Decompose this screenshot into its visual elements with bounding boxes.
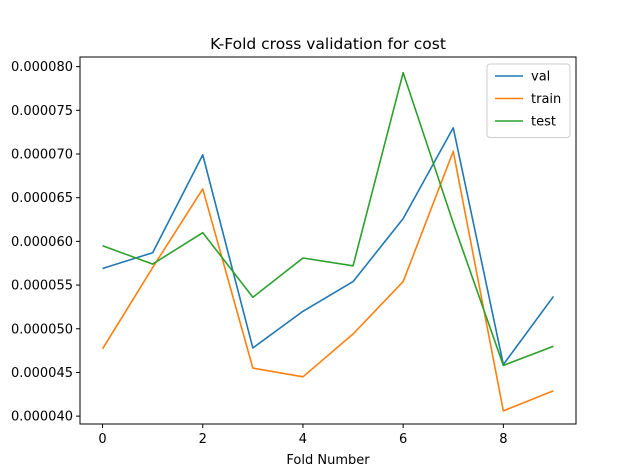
x-axis-label: Fold Number	[286, 453, 370, 468]
legend-label-test: test	[531, 115, 556, 130]
y-tick-label: 0.000045	[11, 366, 73, 381]
series-layer	[101, 71, 555, 412]
series-line-test	[102, 71, 554, 367]
y-tick-label: 0.000070	[11, 147, 73, 162]
series-line-train	[101, 150, 554, 412]
y-tick-label: 0.000065	[11, 191, 73, 206]
x-tick-label: 6	[399, 432, 407, 447]
series-line-val	[102, 126, 555, 366]
legend-label-val: val	[531, 70, 550, 85]
chart-title: K-Fold cross validation for cost	[210, 35, 446, 53]
x-axis: 0 2 4 6 8	[98, 424, 507, 447]
y-tick-label: 0.000055	[11, 279, 73, 294]
y-tick-label: 0.000050	[11, 322, 73, 337]
legend: val train test	[486, 63, 571, 138]
y-tick-label: 0.000080	[11, 60, 73, 75]
x-tick-label: 2	[199, 432, 207, 447]
plot-frame	[79, 56, 577, 425]
y-tick-label: 0.000060	[11, 235, 73, 250]
y-tick-label: 0.000040	[11, 410, 73, 425]
x-tick-label: 8	[499, 432, 507, 447]
legend-label-train: train	[531, 92, 561, 107]
x-tick-label: 4	[299, 432, 307, 447]
legend-box	[486, 63, 571, 138]
y-axis: 0.000040 0.000045 0.000050 0.000055 0.000060…	[11, 60, 80, 425]
y-tick-label: 0.000075	[11, 104, 73, 119]
x-tick-label: 0	[98, 432, 106, 447]
